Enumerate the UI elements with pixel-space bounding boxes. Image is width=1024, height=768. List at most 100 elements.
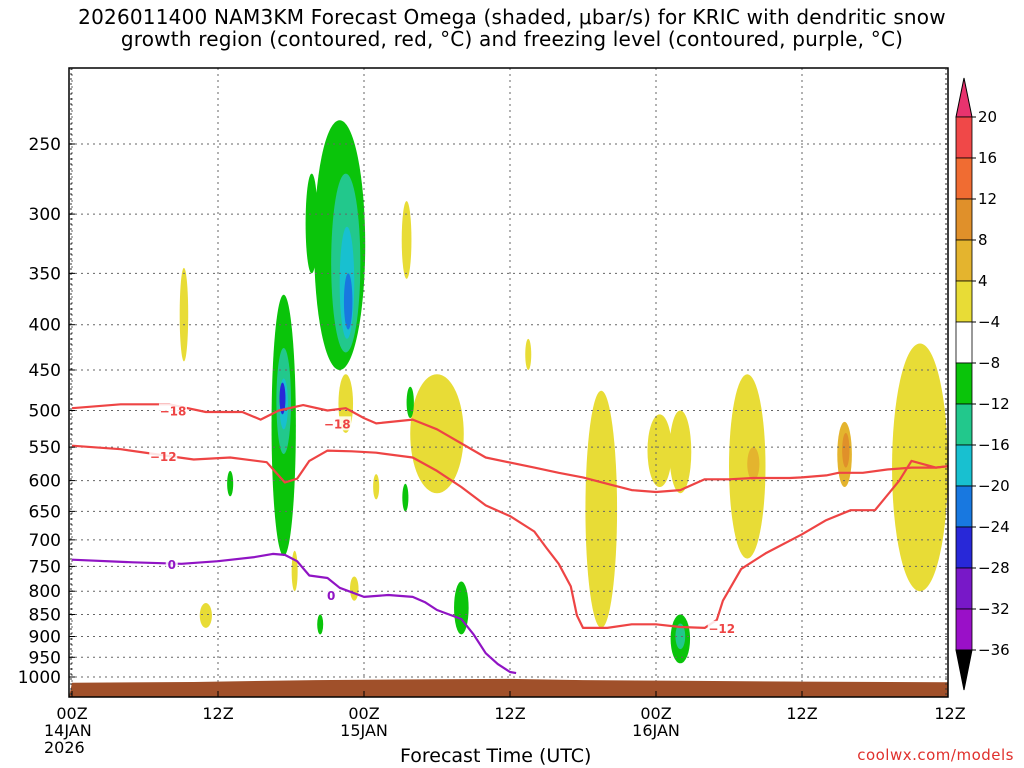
y-tick-label-600: 600 <box>29 472 61 492</box>
omega-region-1 <box>179 267 189 362</box>
y-tick-label-950: 950 <box>29 648 61 668</box>
colorbar-label-13: −36 <box>978 641 1010 659</box>
omega-region-0 <box>401 201 412 279</box>
x-tick-label-0-1: 14JAN <box>44 721 92 740</box>
y-tick-label-1000: 1000 <box>18 668 61 688</box>
omega-region-32 <box>279 382 286 415</box>
y-tick-label-500: 500 <box>29 402 61 422</box>
omega-region-16 <box>842 432 850 468</box>
colorbar-segment-4 <box>955 280 973 323</box>
omega-region-11 <box>199 603 212 628</box>
omega-region-8 <box>729 374 766 559</box>
colorbar-segment-11 <box>955 567 973 610</box>
isotherm-line-0 <box>71 403 948 494</box>
isotherm-label-bg-0 <box>158 403 187 418</box>
colorbar-label-3: 8 <box>978 231 988 249</box>
y-tick-label-900: 900 <box>29 627 61 647</box>
isotherm-label-bg-5 <box>325 588 338 603</box>
isotherm-label-4: 0 <box>168 558 176 572</box>
x-tick-label-5-0: 12Z <box>786 704 817 723</box>
x-tick-label-4-1: 16JAN <box>632 721 680 740</box>
colorbar-segment-0 <box>955 116 973 159</box>
colorbar-label-7: −12 <box>978 395 1010 413</box>
colorbar-segment-3 <box>955 239 973 282</box>
colorbar-segment-1 <box>955 157 973 200</box>
omega-region-12 <box>291 550 298 592</box>
y-tick-label-750: 750 <box>29 557 61 577</box>
y-tick-label-400: 400 <box>29 316 61 336</box>
y-tick-label-800: 800 <box>29 582 61 602</box>
x-tick-label-0-2: 2026 <box>44 738 85 757</box>
x-tick-label-0-0: 00Z <box>56 704 87 723</box>
colorbar-segment-5 <box>955 321 973 364</box>
isotherm-label-2: −12 <box>150 450 177 464</box>
x-tick-label-2-1: 15JAN <box>340 721 388 740</box>
colorbar-segment-2 <box>955 198 973 241</box>
isotherm-label-3: −12 <box>708 622 735 636</box>
omega-region-22 <box>402 483 409 512</box>
colorbar-label-1: 16 <box>978 149 997 167</box>
colorbar-bottom-triangle <box>955 649 973 691</box>
chart-title: 2026011400 NAM3KM Forecast Omega (shaded… <box>0 6 1024 50</box>
colorbar-label-8: −16 <box>978 436 1010 454</box>
isotherm-label-bg-4 <box>165 556 178 571</box>
colorbar-top-triangle <box>955 77 973 118</box>
colorbar-segment-10 <box>955 526 973 569</box>
omega-region-31 <box>343 273 353 330</box>
isotherm-line-2 <box>71 552 517 675</box>
omega-region-23 <box>454 581 469 635</box>
isotherm-label-bg-2 <box>149 449 178 464</box>
omega-region-3 <box>585 390 618 628</box>
omega-region-21 <box>406 386 414 419</box>
colorbar-label-12: −32 <box>978 600 1010 618</box>
omega-region-2 <box>410 374 464 494</box>
colorbar-label-5: −4 <box>978 313 1000 331</box>
colorbar-label-0: 20 <box>978 108 997 126</box>
plot-frame <box>68 67 949 698</box>
isotherm-line-1 <box>71 444 948 630</box>
colorbar-segment-6 <box>955 362 973 405</box>
colorbar-label-6: −8 <box>978 354 1000 372</box>
credit-text: coolwx.com/models <box>857 746 1014 764</box>
x-tick-label-3-0: 12Z <box>494 704 525 723</box>
x-tick-label-1-0: 12Z <box>202 704 233 723</box>
omega-region-28 <box>675 623 686 650</box>
colorbar-label-2: 12 <box>978 190 997 208</box>
omega-region-4 <box>647 414 672 487</box>
colorbar-segment-9 <box>955 485 973 528</box>
omega-region-5 <box>669 410 692 494</box>
isotherm-label-bg-1 <box>323 416 352 431</box>
omega-region-20 <box>227 470 234 497</box>
omega-region-24 <box>317 614 324 635</box>
omega-region-6 <box>525 338 532 370</box>
isotherm-label-0: −18 <box>160 405 187 419</box>
colorbar-label-10: −24 <box>978 518 1010 536</box>
x-tick-label-2-0: 00Z <box>348 704 379 723</box>
y-tick-label-700: 700 <box>29 531 61 551</box>
x-tick-label-4-0: 00Z <box>640 704 671 723</box>
y-tick-label-650: 650 <box>29 502 61 522</box>
isotherm-label-1: −18 <box>324 417 351 431</box>
colorbar-segment-7 <box>955 403 973 446</box>
colorbar-label-11: −28 <box>978 559 1010 577</box>
isotherm-label-bg-3 <box>707 620 736 635</box>
y-tick-label-550: 550 <box>29 438 61 458</box>
y-tick-label-350: 350 <box>29 264 61 284</box>
y-tick-label-250: 250 <box>29 135 61 155</box>
omega-region-13 <box>350 576 359 601</box>
terrain-band <box>69 678 948 697</box>
colorbar-segment-12 <box>955 608 973 651</box>
omega-region-9 <box>373 474 380 500</box>
colorbar-label-4: 4 <box>978 272 988 290</box>
y-tick-label-450: 450 <box>29 361 61 381</box>
y-tick-label-300: 300 <box>29 205 61 225</box>
colorbar-label-9: −20 <box>978 477 1010 495</box>
x-axis-label: Forecast Time (UTC) <box>400 745 592 767</box>
y-tick-label-850: 850 <box>29 606 61 626</box>
title-line-2: growth region (contoured, red, °C) and f… <box>120 27 904 51</box>
omega-region-14 <box>747 447 760 481</box>
x-tick-label-6-0: 12Z <box>934 704 965 723</box>
isotherm-label-5: 0 <box>327 589 335 603</box>
colorbar-segment-8 <box>955 444 973 487</box>
